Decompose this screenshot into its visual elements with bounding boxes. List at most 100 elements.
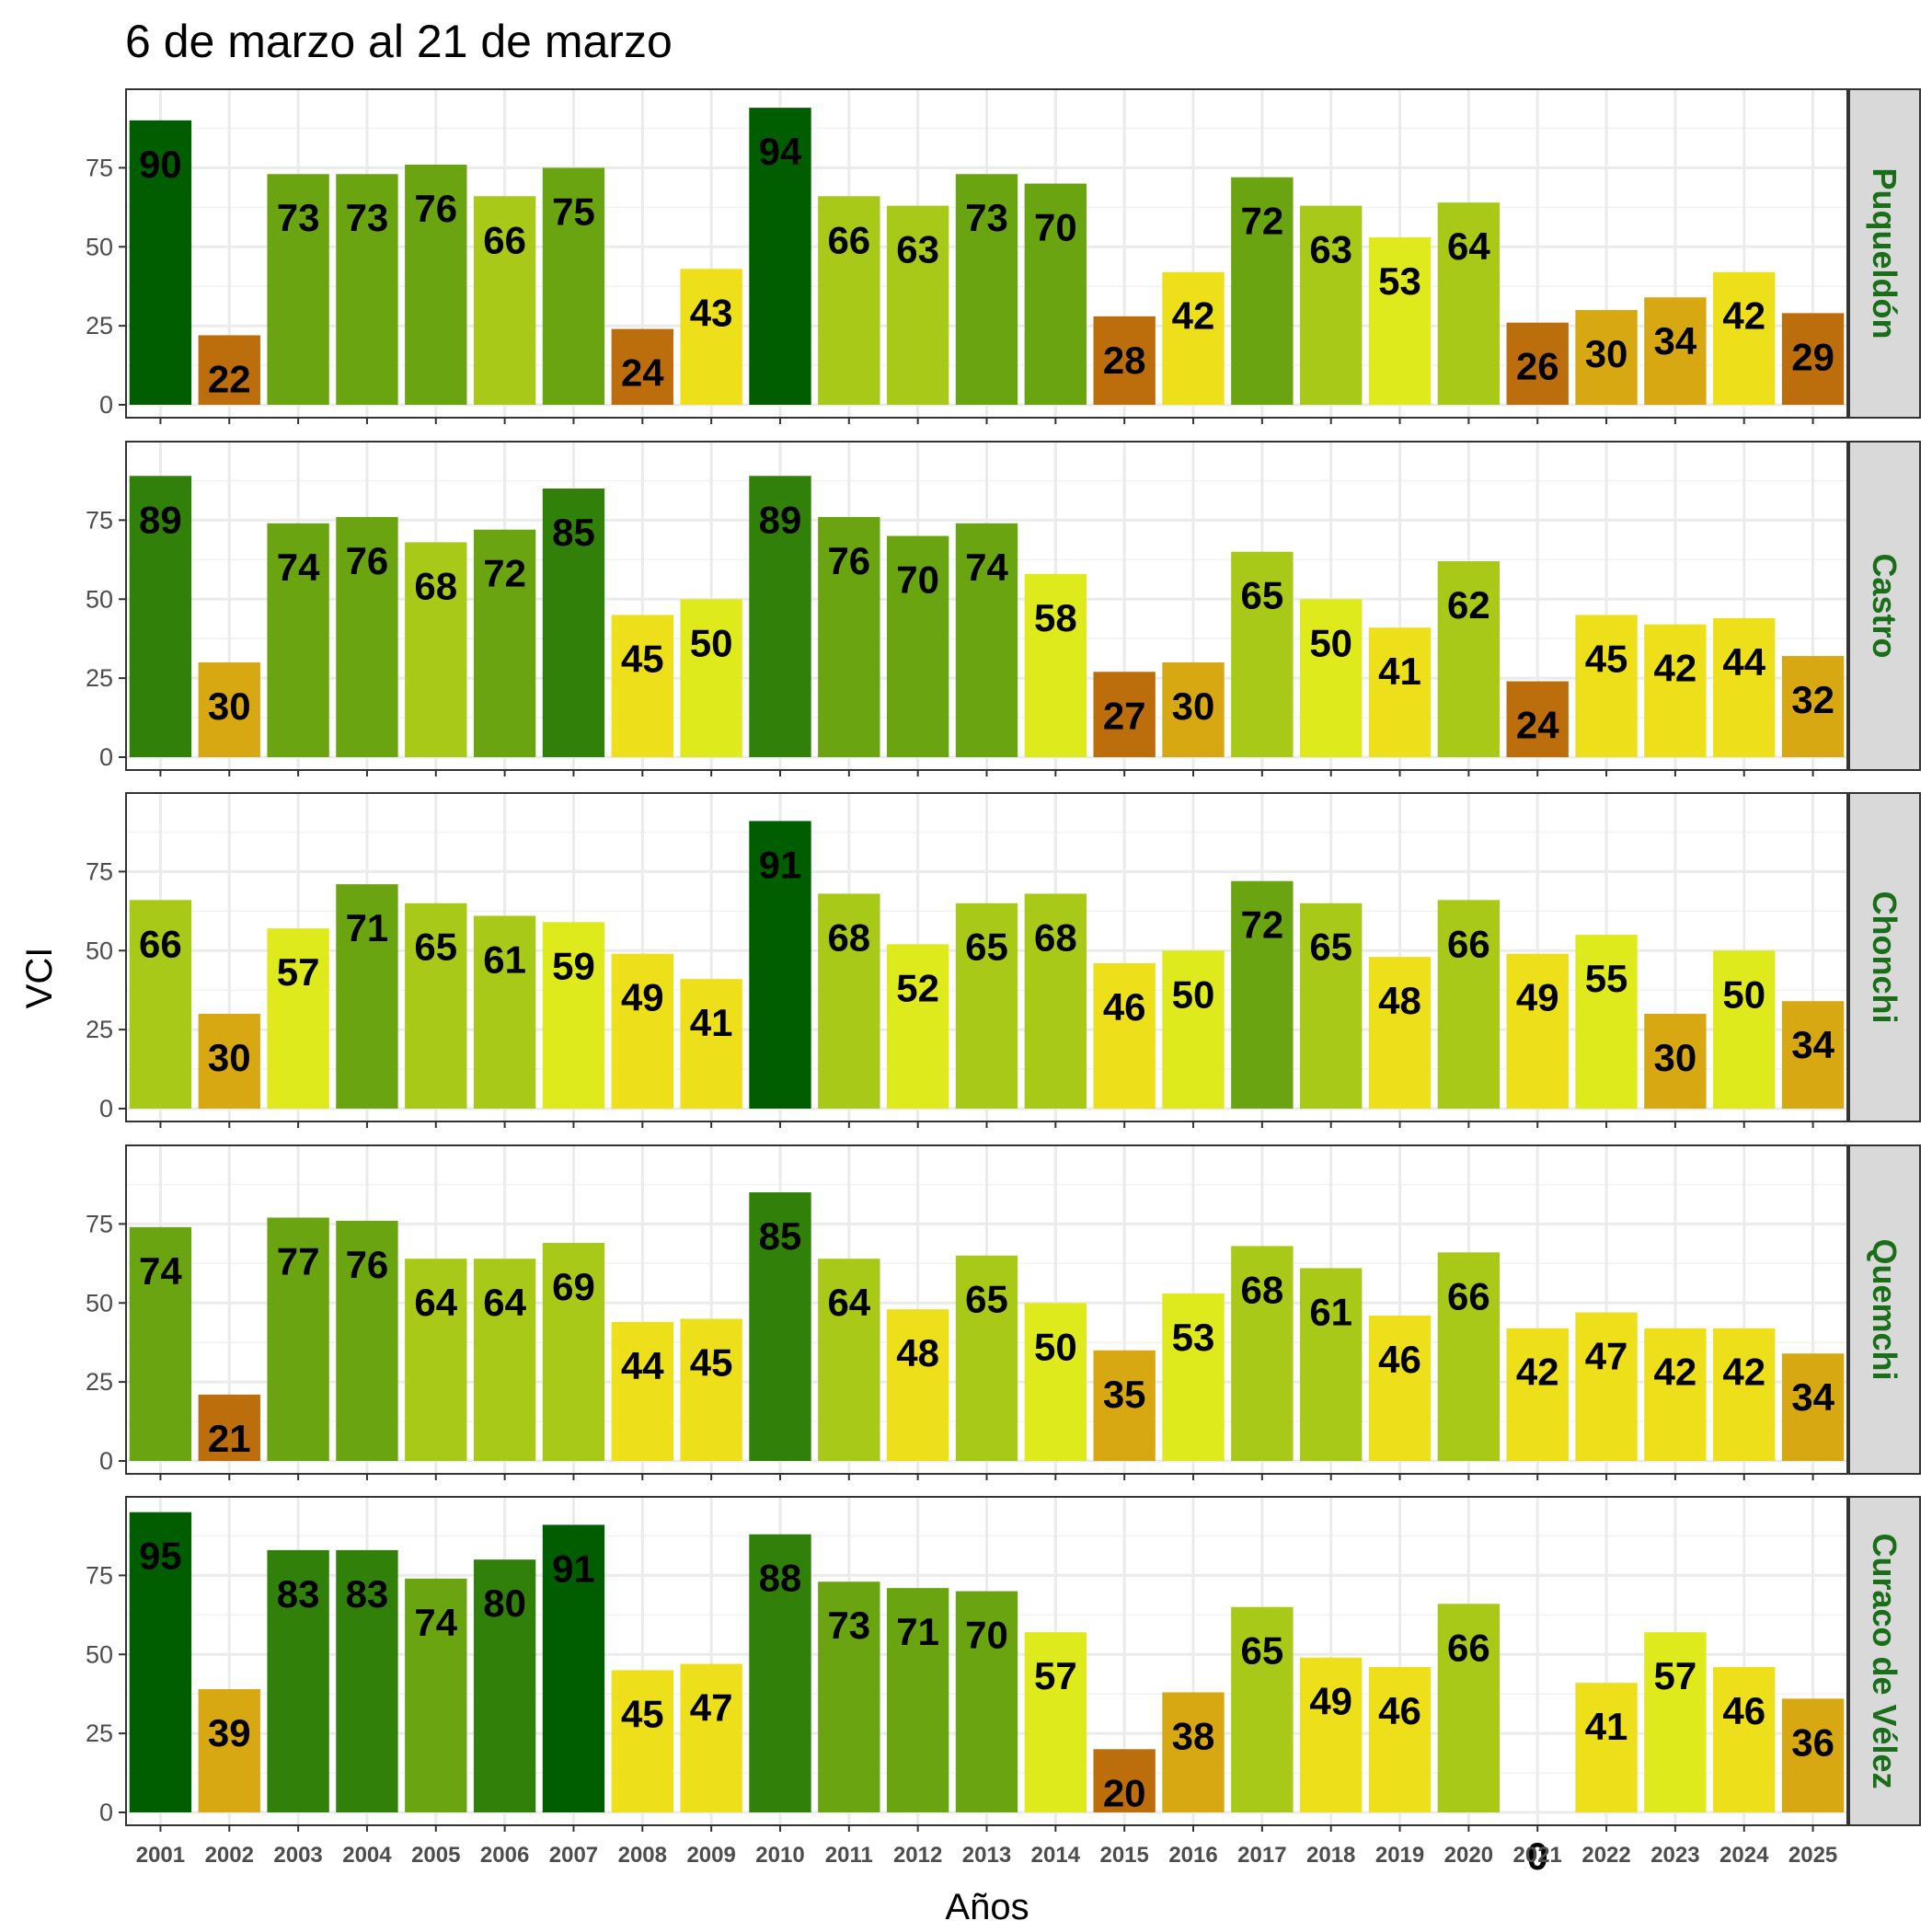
bar (1231, 177, 1294, 405)
bar (473, 915, 536, 1109)
bar-value-label: 57 (277, 950, 320, 994)
bar (680, 979, 742, 1109)
bar-value-label: 58 (1034, 596, 1077, 639)
x-tick-label: 2020 (1444, 1843, 1493, 1868)
bar (611, 953, 673, 1109)
facet-panel: 66 30 57 71 65 61 59 49 41 91 68 52 65 68 46 50 72 65 48 66… (86, 792, 1921, 1128)
bar (1300, 205, 1363, 405)
bar (198, 1013, 260, 1109)
facet-strip-label: Quemchi (1866, 1238, 1903, 1380)
bar (1506, 681, 1569, 757)
bar-value-label: 34 (1654, 319, 1697, 362)
bar (749, 476, 811, 757)
y-tick-label: 75 (86, 1210, 113, 1237)
bar (611, 1670, 673, 1812)
facet-strip-label: Curaco de Vélez (1866, 1533, 1903, 1788)
bar-value-label: 47 (1585, 1335, 1628, 1378)
y-tick-label: 50 (86, 585, 113, 613)
bar-value-label: 65 (414, 926, 457, 969)
bar (1024, 1632, 1087, 1812)
bar-value-label: 30 (208, 684, 251, 728)
bar-value-label: 45 (690, 1340, 733, 1384)
bar-value-label: 64 (414, 1281, 457, 1324)
bar-value-label: 61 (483, 937, 526, 981)
bar (1575, 935, 1638, 1109)
bar (1575, 615, 1638, 757)
bar-value-label: 53 (1378, 259, 1421, 303)
bar-value-label: 36 (1791, 1720, 1834, 1764)
bar (749, 821, 811, 1109)
x-tick-label: 2007 (549, 1843, 598, 1868)
bar-value-label: 91 (552, 1547, 595, 1590)
bar-value-label: 85 (552, 511, 595, 554)
bar-value-label: 72 (1241, 200, 1284, 243)
bar (1644, 624, 1707, 757)
bar-value-label: 70 (896, 558, 939, 602)
bar (680, 1318, 742, 1461)
bar (886, 535, 949, 757)
x-tick-label: 2023 (1650, 1843, 1699, 1868)
y-tick-label: 75 (86, 154, 113, 181)
x-tick-label: 2010 (755, 1843, 804, 1868)
bar (1093, 672, 1156, 757)
bar-value-label: 73 (965, 196, 1008, 239)
bar (473, 1259, 536, 1461)
y-tick-label: 25 (86, 1016, 113, 1043)
bar (129, 1226, 192, 1461)
bar (198, 661, 260, 757)
bar-value-label: 57 (1034, 1654, 1077, 1697)
bar-value-label: 49 (621, 976, 664, 1019)
bar (1162, 950, 1225, 1109)
bar-value-label: 83 (346, 1572, 389, 1616)
y-tick-label: 25 (86, 1368, 113, 1396)
bar-value-label: 89 (759, 498, 802, 541)
x-axis-ticks: 2001 2002 2003 2004 2005 2006 2007 2008 2009 2010… (136, 1843, 1838, 1868)
bar (886, 1588, 949, 1812)
bar-value-label: 61 (1309, 1290, 1352, 1333)
y-tick-label: 50 (86, 937, 113, 964)
bar (818, 893, 880, 1109)
bar (473, 529, 536, 757)
bar-value-label: 44 (621, 1344, 664, 1387)
bar (1231, 1246, 1294, 1461)
facet-strip-label: Castro (1866, 553, 1903, 658)
bar (1644, 297, 1707, 405)
bar-value-label: 64 (827, 1281, 870, 1324)
bar (1024, 1303, 1087, 1461)
bar (611, 615, 673, 757)
bar (818, 1581, 880, 1812)
bar-value-label: 64 (483, 1281, 526, 1324)
bar (405, 903, 467, 1109)
bar (1231, 1606, 1294, 1812)
bar (680, 269, 742, 405)
bar (1713, 950, 1776, 1109)
bar (405, 164, 467, 405)
y-tick-label: 0 (99, 1447, 113, 1475)
bar-value-label: 72 (1241, 903, 1284, 947)
bar-value-label: 68 (1034, 915, 1077, 959)
bar (1781, 656, 1845, 757)
bar (1162, 271, 1225, 405)
bar (1024, 893, 1087, 1109)
bar (405, 1578, 467, 1812)
bar-value-label: 47 (690, 1686, 733, 1730)
facet-strip-label: Puqueldón (1866, 168, 1903, 339)
bar (542, 1524, 605, 1812)
y-tick-label: 75 (86, 857, 113, 885)
bar-value-label: 91 (759, 843, 802, 886)
bar-value-label: 85 (759, 1214, 802, 1258)
x-tick-label: 2017 (1237, 1843, 1286, 1868)
facet-panel: 95 39 83 83 74 80 91 45 47 88 73 71 70 57 20 38 65 49 46 66… (86, 1496, 1921, 1878)
bar-value-label: 42 (1654, 647, 1697, 690)
bar (1300, 1268, 1363, 1461)
bar-value-label: 48 (1378, 979, 1421, 1022)
bar (1713, 617, 1776, 757)
bar (473, 1559, 536, 1812)
bar-value-label: 30 (1172, 684, 1215, 728)
bar-value-label: 26 (1516, 345, 1559, 388)
bar-value-label: 39 (208, 1711, 251, 1754)
x-tick-label: 2002 (205, 1843, 254, 1868)
bar-value-label: 30 (208, 1036, 251, 1079)
x-tick-label: 2005 (411, 1843, 460, 1868)
